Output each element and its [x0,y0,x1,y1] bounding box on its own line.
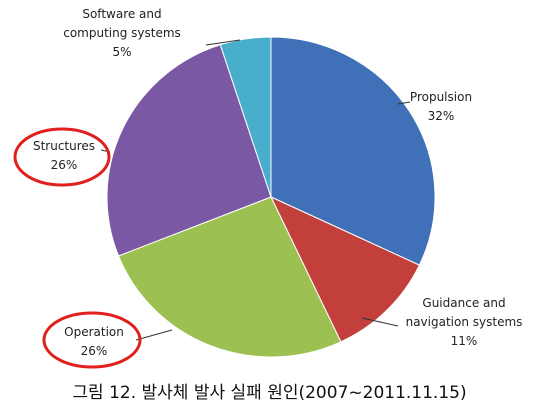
value-label: 32% [427,109,455,123]
slice-label: Propulsion 32% [396,88,486,126]
caption: 그림 12. 발사체 발사 실패 원인(2007~2011.11.15) [72,383,467,403]
pie-slice [269,195,421,343]
pie-slice [270,36,436,266]
category-label: Guidance and navigation systems [405,296,523,329]
value-label: 11% [450,334,478,348]
slice-label: Structures 26% [12,137,116,175]
value-label: 26% [50,158,78,172]
pie-slice [106,44,272,257]
highlight-circle [13,127,111,187]
leader-line [135,329,173,341]
slice-label: Software and computing systems 5% [62,5,182,62]
category-label: Software and computing systems [63,7,181,40]
leader-line [205,39,241,46]
value-label: 5% [112,45,132,59]
category-label: Structures [32,139,96,153]
pie-slice [219,36,272,198]
pie-slice [117,196,342,358]
value-label: 26% [80,344,108,358]
highlight-circle [42,311,142,369]
category-label: Operation [64,325,124,339]
slice-label: Operation 26% [40,323,148,361]
category-label: Propulsion [409,90,473,104]
slice-label: Guidance and navigation systems 11% [396,294,532,351]
leader-line [397,101,411,105]
leader-line [361,317,399,327]
